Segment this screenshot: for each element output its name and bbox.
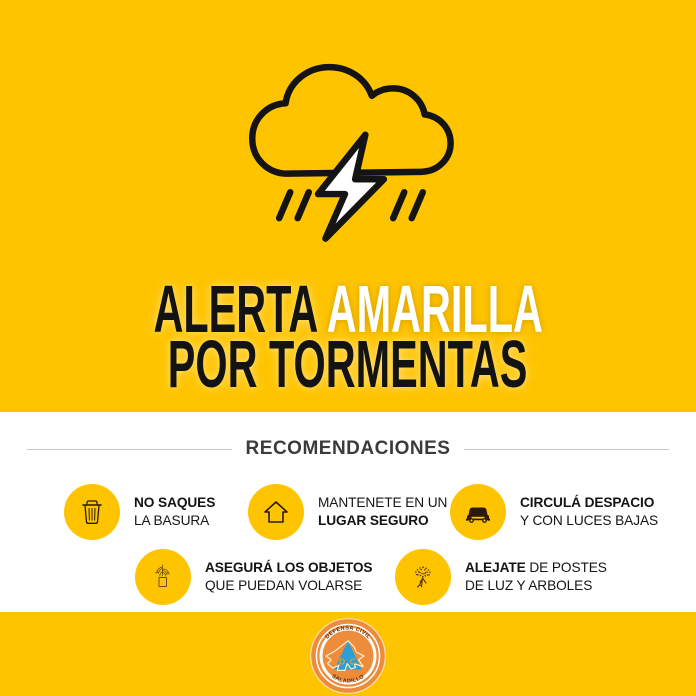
svg-text:D C: D C (339, 656, 357, 666)
